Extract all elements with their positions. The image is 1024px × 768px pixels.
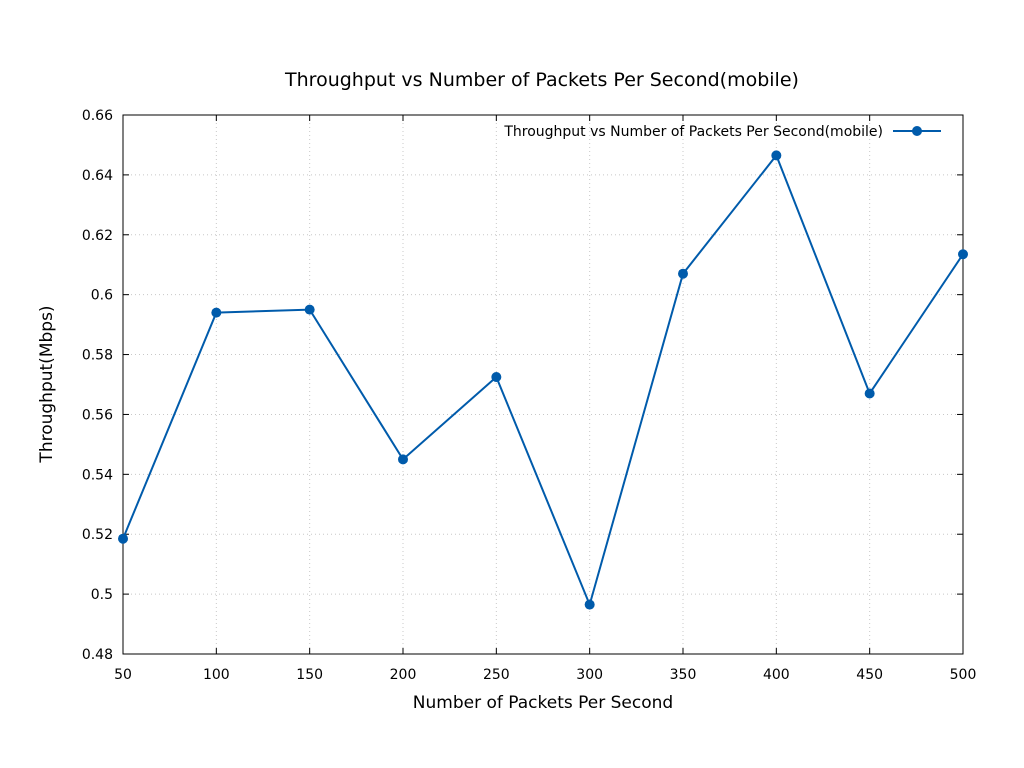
y-tick-label: 0.48: [82, 647, 113, 663]
x-tick-label: 500: [950, 667, 977, 683]
legend-label: Throughput vs Number of Packets Per Seco…: [503, 124, 883, 140]
plot-frame: [122, 114, 964, 655]
grid: [123, 115, 963, 654]
data-point: [958, 249, 968, 260]
y-tick-label: 0.66: [82, 108, 113, 124]
x-tick-label: 200: [390, 667, 417, 683]
x-tick-label: 300: [576, 667, 603, 683]
y-tick-label: 0.54: [82, 467, 113, 483]
data-point: [304, 304, 315, 315]
series: [118, 150, 968, 610]
data-point: [211, 307, 222, 318]
data-point: [398, 454, 408, 465]
x-tick-label: 450: [856, 667, 883, 683]
y-tick-label: 0.62: [82, 228, 113, 244]
y-tick-label: 0.64: [82, 168, 113, 184]
x-tick-label: 100: [203, 667, 230, 683]
data-point: [118, 533, 128, 544]
data-point: [491, 372, 502, 383]
x-axis-label: Number of Packets Per Second: [413, 693, 673, 713]
x-tick-label: 400: [763, 667, 790, 683]
chart-title: Throughput vs Number of Packets Per Seco…: [284, 69, 799, 91]
data-point: [864, 388, 875, 399]
legend-marker: [912, 126, 922, 136]
x-tick-label: 150: [296, 667, 323, 683]
y-tick-label: 0.58: [82, 348, 113, 364]
x-tick-label: 350: [670, 667, 697, 683]
data-point: [584, 599, 595, 610]
y-tick-label: 0.6: [91, 288, 113, 304]
y-axis-label: Throughput(Mbps): [37, 305, 57, 463]
x-tick-label: 250: [483, 667, 510, 683]
data-point: [771, 150, 782, 161]
x-tick-label: 50: [114, 667, 132, 683]
data-point: [678, 268, 688, 279]
y-tick-label: 0.52: [82, 527, 113, 543]
series-line: [122, 153, 964, 608]
y-tick-label: 0.56: [82, 407, 113, 423]
axis-ticks: 0.48 0.5 0.52 0.54 0.56 0.58 0.6 0.62 0.64 0.66 50…: [82, 108, 977, 683]
legend: Throughput vs Number of Packets Per Seco…: [503, 124, 941, 140]
y-tick-label: 0.5: [91, 587, 113, 603]
